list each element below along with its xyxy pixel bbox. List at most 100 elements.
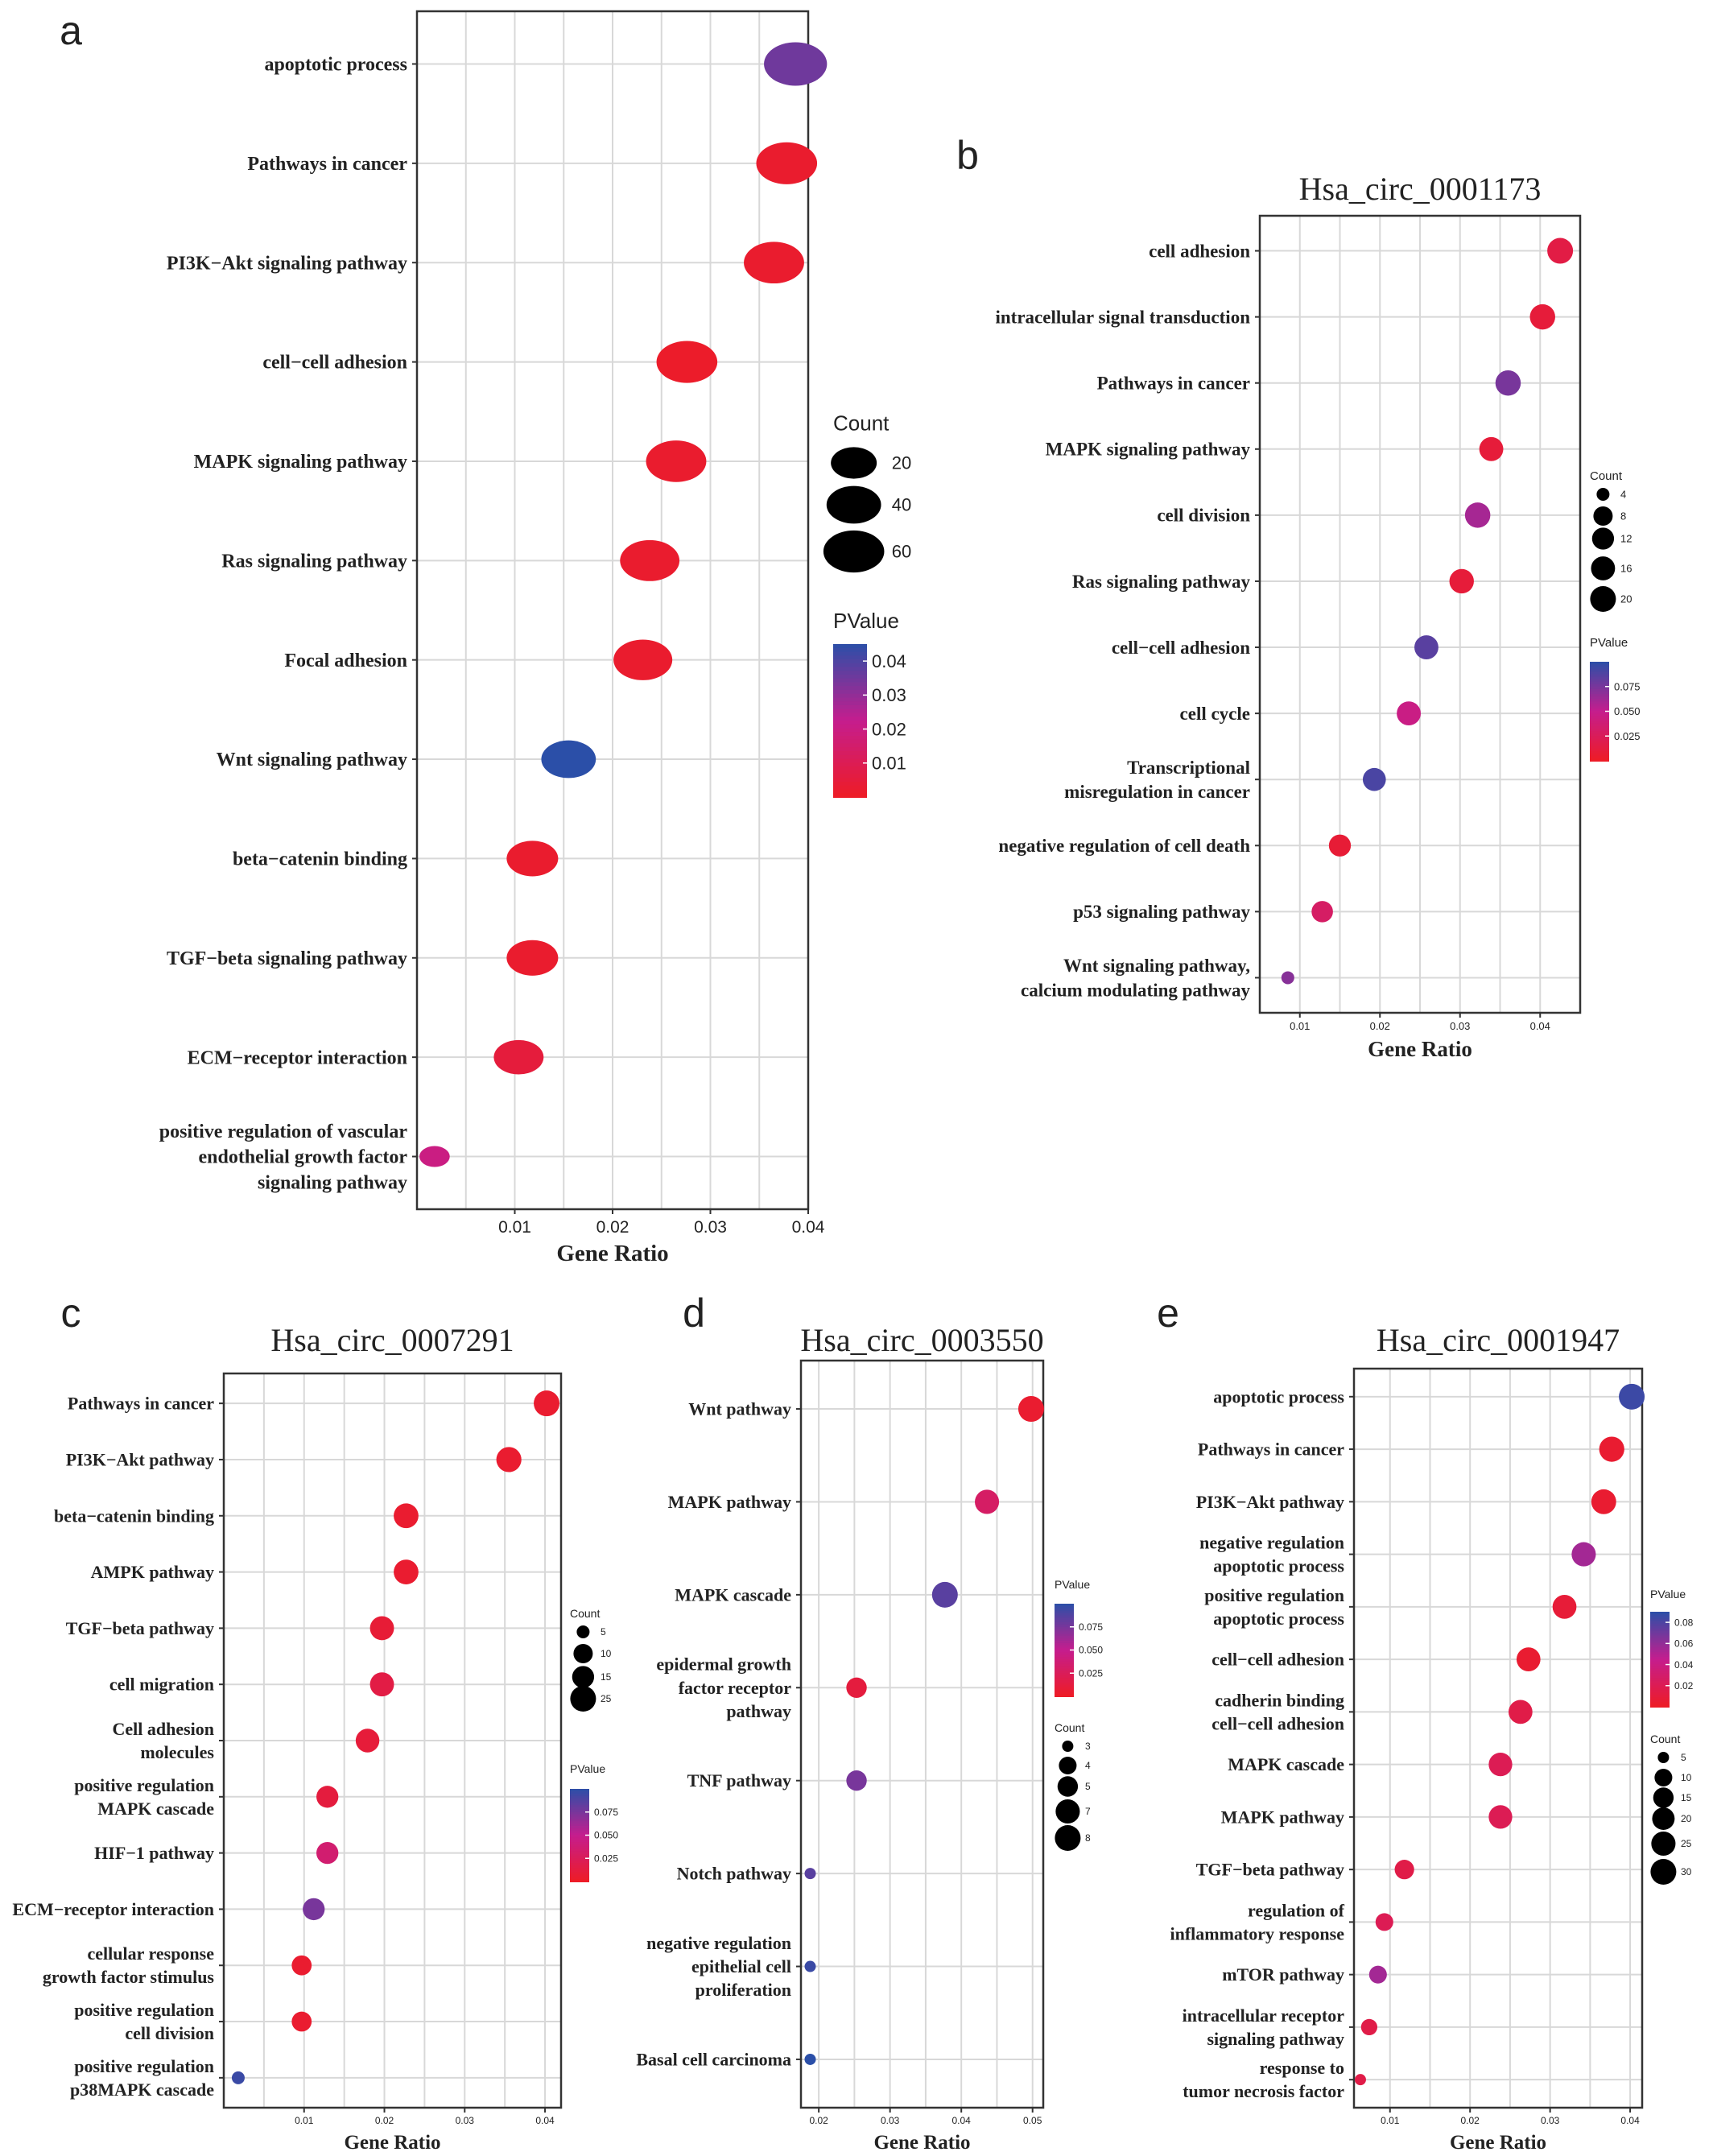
data-point <box>316 1841 339 1865</box>
pvalue-colorbar-segment <box>1650 1642 1670 1646</box>
pvalue-colorbar-segment <box>1650 1668 1670 1672</box>
pvalue-colorbar-segment <box>1650 1661 1670 1665</box>
pvalue-colorbar-segment <box>833 766 867 771</box>
pvalue-colorbar-segment <box>1650 1645 1670 1649</box>
count-legend-title: Count <box>833 411 890 435</box>
pvalue-colorbar-segment <box>1590 716 1609 720</box>
data-point <box>369 1616 394 1641</box>
pvalue-colorbar-segment <box>1055 1604 1074 1607</box>
pvalue-colorbar-segment <box>1055 1620 1074 1623</box>
pvalue-colorbar-segment <box>833 647 867 653</box>
y-category-label: apoptotic process <box>1213 1556 1344 1576</box>
count-legend-label: 30 <box>1681 1866 1692 1877</box>
pvalue-colorbar-segment <box>570 1807 589 1811</box>
pvalue-colorbar-segment <box>833 667 867 672</box>
pvalue-colorbar-segment <box>833 663 867 668</box>
pvalue-colorbar-segment <box>1055 1624 1074 1628</box>
panel-letter: e <box>1157 1291 1179 1336</box>
pvalue-colorbar-segment <box>570 1826 589 1829</box>
count-legend-label: 16 <box>1620 563 1632 575</box>
pvalue-colorbar-segment <box>1650 1621 1670 1625</box>
y-category-label: regulation of <box>1248 1900 1345 1920</box>
pvalue-colorbar-segment <box>833 678 867 684</box>
pvalue-colorbar-segment <box>1650 1671 1670 1675</box>
pvalue-colorbar-segment <box>1650 1657 1670 1660</box>
pvalue-colorbar-label: 0.050 <box>1079 1645 1103 1656</box>
x-tick-label: 0.01 <box>1381 2115 1400 2126</box>
pvalue-colorbar-segment <box>1590 733 1609 737</box>
pvalue-colorbar-segment <box>570 1798 589 1802</box>
pvalue-colorbar-segment <box>1590 750 1609 754</box>
data-point <box>1360 2018 1378 2036</box>
pvalue-colorbar-segment <box>1055 1642 1074 1646</box>
y-category-label: endothelial growth factor <box>198 1147 407 1168</box>
data-point <box>1488 1752 1513 1777</box>
y-category-label: positive regulation <box>74 1775 214 1795</box>
pvalue-colorbar-segment <box>1055 1636 1074 1640</box>
data-point <box>1394 1860 1414 1880</box>
y-category-label: p38MAPK cascade <box>70 2080 214 2100</box>
pvalue-colorbar-segment <box>1590 681 1609 685</box>
pvalue-legend-title: PValue <box>1590 636 1628 650</box>
pvalue-colorbar-label: 0.02 <box>872 719 906 739</box>
count-legend-dot <box>1057 1776 1079 1797</box>
y-category-label: apoptotic process <box>1213 1609 1344 1629</box>
count-legend-dot <box>1653 1787 1674 1808</box>
y-category-label: ECM−receptor interaction <box>188 1047 407 1068</box>
pvalue-colorbar-segment <box>570 1853 589 1857</box>
y-category-label: cell−cell adhesion <box>1211 1650 1344 1670</box>
pvalue-colorbar-segment <box>570 1800 589 1804</box>
pvalue-colorbar-segment <box>1590 676 1609 680</box>
count-legend-dot <box>1591 556 1616 580</box>
pvalue-colorbar-segment <box>1650 1678 1670 1682</box>
pvalue-colorbar-segment <box>570 1837 589 1841</box>
pvalue-legend: PValue 0.075 0.050 0.025 <box>1590 636 1641 762</box>
x-tick-label: 0.04 <box>1620 2115 1640 2126</box>
y-category-label: Pathways in cancer <box>247 154 407 175</box>
pvalue-colorbar-segment <box>1055 1678 1074 1681</box>
pvalue-colorbar-segment <box>1590 701 1609 705</box>
y-category-label: negative regulation <box>646 1933 791 1953</box>
pvalue-colorbar-segment <box>1055 1684 1074 1688</box>
pvalue-colorbar-segment <box>1650 1704 1670 1708</box>
data-point <box>1571 1542 1596 1567</box>
pvalue-colorbar-segment <box>833 732 867 737</box>
pvalue-colorbar-segment <box>1590 738 1609 742</box>
count-legend-title: Count <box>570 1607 600 1620</box>
pvalue-colorbar-segment <box>1590 691 1609 695</box>
pvalue-colorbar-segment <box>1650 1680 1670 1684</box>
pvalue-colorbar-segment <box>570 1848 589 1852</box>
panel-letter: d <box>683 1291 705 1336</box>
count-legend-dot <box>1055 1825 1081 1851</box>
pvalue-colorbar-segment <box>1590 723 1609 727</box>
y-category-label: cell−cell adhesion <box>1211 1713 1344 1733</box>
pvalue-colorbar-segment <box>1055 1613 1074 1617</box>
count-legend-label: 7 <box>1085 1806 1091 1817</box>
pvalue-colorbar-segment <box>1055 1641 1074 1644</box>
y-category-label: PI3K−Akt signaling pathway <box>167 253 407 274</box>
pvalue-colorbar-label: 0.06 <box>1674 1638 1694 1650</box>
pvalue-colorbar-segment <box>1590 711 1609 715</box>
data-point <box>1397 701 1421 726</box>
pvalue-colorbar-segment <box>1650 1700 1670 1704</box>
y-category-label: Pathways in cancer <box>1097 374 1250 394</box>
pvalue-colorbar-segment <box>1650 1687 1670 1691</box>
data-point <box>1547 237 1574 264</box>
pvalue-colorbar-segment <box>1590 708 1609 712</box>
pvalue-colorbar-segment <box>1590 664 1609 668</box>
pvalue-colorbar-segment <box>1055 1610 1074 1614</box>
data-point <box>394 1503 419 1529</box>
data-point <box>1311 901 1333 923</box>
pvalue-colorbar-segment <box>570 1809 589 1813</box>
y-category-label: Basal cell carcinoma <box>636 2049 791 2069</box>
x-tick-label: 0.03 <box>694 1218 727 1237</box>
y-category-label: Wnt signaling pathway, <box>1063 956 1250 976</box>
pvalue-colorbar-segment <box>833 721 867 725</box>
data-point <box>1619 1383 1645 1410</box>
pvalue-colorbar-label: 0.050 <box>594 1830 618 1841</box>
panel-title: Hsa_circ_0001173 <box>1299 171 1542 207</box>
y-category-label: p53 signaling pathway <box>1073 902 1250 922</box>
count-legend-label: 10 <box>601 1648 612 1659</box>
pvalue-legend: PValue 0.075 0.050 0.025 <box>1055 1578 1103 1697</box>
y-category-label: cell−cell adhesion <box>1112 638 1250 658</box>
